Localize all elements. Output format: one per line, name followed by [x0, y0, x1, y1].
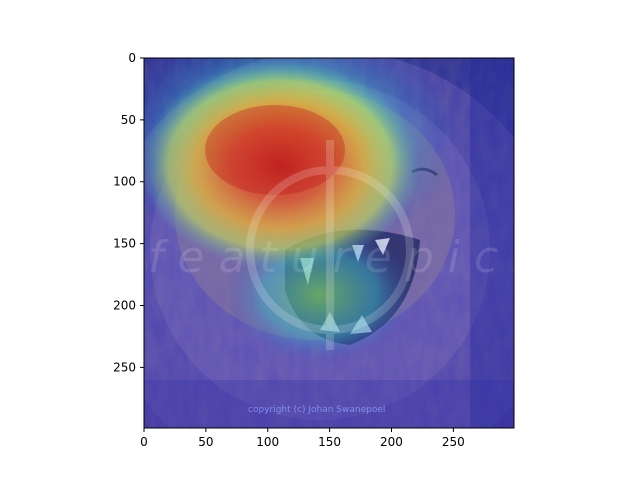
y-axis: 0 50 100 150 200 250 [113, 51, 144, 374]
y-tick-label: 50 [121, 113, 136, 127]
axes-frame [143, 57, 515, 429]
y-tick-label: 0 [128, 51, 136, 65]
y-tick-label: 200 [113, 298, 136, 312]
y-tick-label: 100 [113, 175, 136, 189]
y-tick-label: 250 [113, 360, 136, 374]
watermark-logo [246, 140, 414, 350]
heatmap-image: featurepics copyright (c) Johan Swanepoe… [144, 58, 549, 428]
x-tick-label: 250 [442, 435, 465, 449]
x-axis: 0 50 100 150 200 250 [140, 428, 465, 449]
y-tick-label: 150 [113, 237, 136, 251]
x-tick-label: 0 [140, 435, 148, 449]
watermark-text: featurepics [148, 232, 549, 283]
x-tick-label: 50 [198, 435, 213, 449]
copyright-text: copyright (c) Johan Swanepoel [248, 405, 385, 415]
x-tick-label: 150 [318, 435, 341, 449]
x-tick-label: 100 [256, 435, 279, 449]
x-tick-label: 200 [380, 435, 403, 449]
